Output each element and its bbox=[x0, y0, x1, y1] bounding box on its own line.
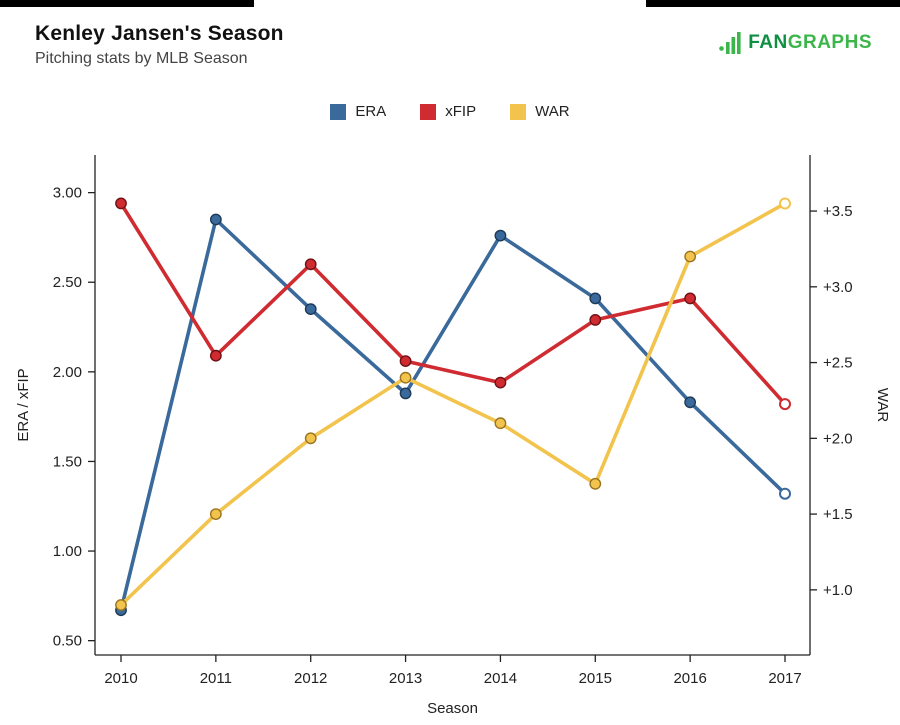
legend-item-era[interactable]: ERA bbox=[330, 103, 386, 120]
era-point-2011 bbox=[209, 213, 222, 226]
right-tick-label: +1.5 bbox=[823, 506, 853, 523]
war-point-2010 bbox=[115, 599, 127, 611]
x-tick-label: 2011 bbox=[200, 670, 232, 687]
war-point-2013 bbox=[399, 371, 412, 384]
xfip-point-2013 bbox=[399, 355, 412, 368]
war-line bbox=[119, 201, 787, 607]
era-point-2012 bbox=[304, 303, 317, 316]
y-axis-right-title: WAR bbox=[874, 388, 891, 423]
left-tick-label: 2.00 bbox=[53, 364, 82, 381]
fangraphs-wordmark: FANGRAPHS bbox=[748, 32, 872, 54]
x-tick-label: 2015 bbox=[579, 670, 612, 687]
xfip-point-2014 bbox=[494, 376, 507, 389]
x-tick-label: 2013 bbox=[389, 670, 422, 687]
top-border-left bbox=[0, 0, 254, 7]
xfip-point-2017 bbox=[779, 398, 791, 411]
era-line bbox=[119, 217, 787, 613]
top-border-right bbox=[646, 0, 900, 7]
xfip-point-2012 bbox=[304, 258, 317, 271]
left-tick-label: 1.00 bbox=[53, 543, 82, 560]
fangraphs-logo[interactable]: FANGRAPHS bbox=[718, 32, 872, 54]
logo-fan-text: FAN bbox=[748, 32, 788, 53]
xfip-point-2015 bbox=[589, 313, 602, 326]
chart-legend: ERA xFIP WAR bbox=[0, 103, 900, 120]
war-point-2017 bbox=[779, 197, 791, 210]
war-legend-label: WAR bbox=[535, 103, 570, 120]
era-swatch bbox=[330, 103, 347, 120]
x-tick-label: 2014 bbox=[484, 670, 517, 687]
era-legend-label: ERA bbox=[355, 103, 387, 120]
war-point-2012 bbox=[304, 432, 317, 445]
war-point-2011 bbox=[209, 508, 222, 520]
era-point-2015 bbox=[589, 292, 602, 305]
x-axis-title: Season bbox=[427, 700, 478, 717]
fangraphs-bars-icon bbox=[719, 32, 741, 54]
right-tick-label: +3.0 bbox=[823, 279, 853, 296]
page-subtitle: Pitching stats by MLB Season bbox=[35, 50, 248, 67]
chart-area: 0.50 1.00 1.50 2.00 2.50 3.00 +1.0 +1.5 +2.0 +2.5… bbox=[0, 140, 900, 725]
right-tick-label: +3.5 bbox=[823, 203, 853, 220]
war-swatch bbox=[510, 103, 527, 120]
era-point-2017 bbox=[779, 487, 791, 500]
x-tick-label: 2012 bbox=[294, 670, 327, 687]
x-tick-label: 2017 bbox=[768, 670, 801, 687]
xfip-swatch bbox=[420, 103, 437, 120]
legend-item-war[interactable]: WAR bbox=[510, 103, 570, 120]
legend-item-xfip[interactable]: xFIP bbox=[420, 103, 476, 120]
chart-header: Kenley Jansen's Season Pitching stats by… bbox=[35, 22, 284, 68]
xfip-point-2010 bbox=[115, 197, 127, 210]
chart-svg: 0.50 1.00 1.50 2.00 2.50 3.00 +1.0 +1.5 +2.0 +2.5… bbox=[15, 155, 891, 717]
right-tick-label: +1.0 bbox=[823, 582, 853, 599]
y-axis-left-title: ERA / xFIP bbox=[15, 368, 32, 441]
logo-graphs-text: GRAPHS bbox=[787, 32, 872, 53]
xfip-point-2011 bbox=[209, 349, 222, 362]
war-point-2015 bbox=[589, 477, 602, 490]
left-tick-label: 0.50 bbox=[53, 633, 82, 650]
era-point-2014 bbox=[494, 229, 507, 242]
x-tick-label: 2010 bbox=[104, 670, 137, 687]
right-tick-label: +2.5 bbox=[823, 355, 853, 372]
xfip-legend-label: xFIP bbox=[445, 103, 477, 120]
left-tick-label: 3.00 bbox=[53, 185, 82, 202]
xfip-line bbox=[119, 201, 787, 406]
era-point-2013 bbox=[399, 387, 412, 400]
war-point-2014 bbox=[494, 417, 507, 430]
right-tick-label: +2.0 bbox=[823, 430, 853, 447]
xfip-point-2016 bbox=[684, 292, 697, 305]
war-point-2016 bbox=[684, 250, 697, 263]
era-point-2016 bbox=[684, 396, 697, 409]
left-tick-label: 2.50 bbox=[53, 274, 82, 291]
left-tick-label: 1.50 bbox=[53, 453, 82, 470]
page-title: Kenley Jansen's Season bbox=[35, 22, 284, 45]
x-tick-label: 2016 bbox=[673, 670, 706, 687]
